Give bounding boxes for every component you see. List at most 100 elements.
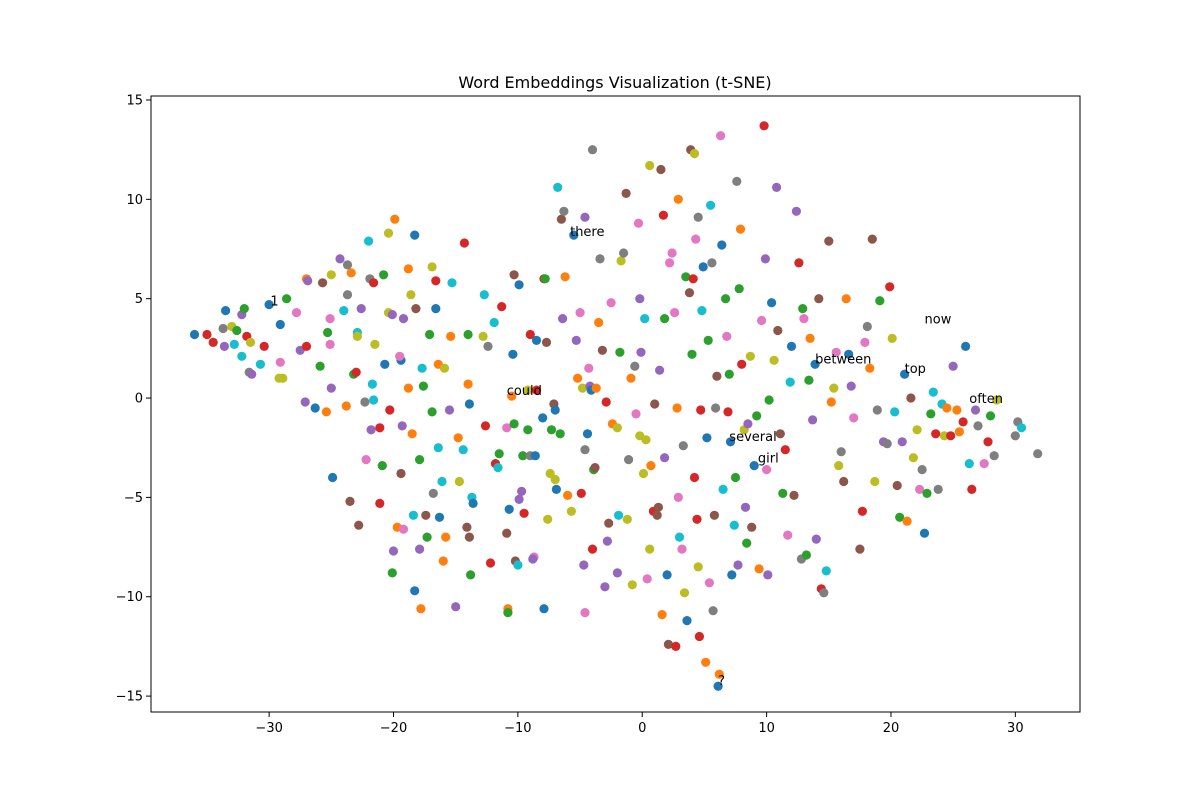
x-tick-label: −20 bbox=[380, 721, 407, 736]
scatter-point bbox=[646, 461, 656, 471]
scatter-point bbox=[546, 425, 557, 435]
scatter-point bbox=[437, 476, 447, 487]
scatter-point bbox=[502, 528, 512, 538]
scatter-point bbox=[757, 315, 767, 326]
scatter-point bbox=[538, 413, 548, 423]
scatter-point bbox=[377, 461, 387, 471]
scatter-point bbox=[1016, 423, 1027, 433]
scatter-point bbox=[706, 200, 716, 210]
scatter-point bbox=[422, 532, 432, 542]
scatter-point bbox=[453, 433, 463, 443]
scatter-point bbox=[789, 490, 799, 500]
scatter-point bbox=[687, 349, 697, 359]
scatter-point bbox=[900, 369, 910, 379]
scatter-point bbox=[219, 341, 229, 351]
scatter-point bbox=[814, 294, 824, 304]
scatter-point bbox=[885, 282, 895, 292]
scatter-point bbox=[434, 512, 445, 522]
scatter-point bbox=[189, 329, 200, 340]
scatter-point bbox=[614, 510, 624, 520]
scatter-point bbox=[717, 240, 727, 250]
scatter-point bbox=[752, 411, 762, 421]
scatter-point bbox=[352, 331, 362, 341]
scatter-point bbox=[579, 560, 589, 570]
scatter-point bbox=[439, 363, 450, 373]
scatter-point bbox=[540, 274, 550, 284]
scatter-point bbox=[667, 248, 677, 258]
scatter-point bbox=[504, 504, 514, 514]
scatter-point bbox=[418, 381, 428, 391]
scatter-point bbox=[403, 383, 413, 393]
word-label: top bbox=[905, 362, 926, 377]
scatter-point bbox=[582, 429, 593, 439]
scatter-point bbox=[655, 365, 665, 375]
scatter-point bbox=[300, 397, 310, 407]
scatter-point bbox=[584, 363, 594, 373]
scatter-point bbox=[635, 294, 645, 304]
scatter-point bbox=[804, 375, 814, 385]
scatter-point bbox=[824, 236, 834, 246]
scatter-point bbox=[926, 409, 936, 419]
annotations-layer: there 1 now between top could often several girl… bbox=[270, 225, 1003, 689]
scatter-point bbox=[689, 149, 700, 159]
scatter-point bbox=[754, 564, 764, 574]
scatter-point bbox=[513, 560, 523, 570]
scatter-point bbox=[539, 604, 549, 614]
scatter-point bbox=[749, 461, 759, 471]
scatter-point bbox=[569, 230, 579, 240]
word-label: between bbox=[815, 352, 871, 367]
scatter-point bbox=[375, 423, 385, 433]
scatter-point bbox=[462, 522, 472, 532]
scatter-point bbox=[342, 260, 353, 270]
scatter-point bbox=[403, 264, 413, 274]
scatter-point bbox=[716, 131, 726, 141]
scatter-point bbox=[712, 371, 722, 381]
scatter-point bbox=[464, 399, 474, 409]
word-label: now bbox=[925, 313, 952, 328]
scatter-point bbox=[641, 435, 651, 445]
y-tick-label: 0 bbox=[135, 392, 143, 407]
scatter-point bbox=[742, 538, 752, 548]
scatter-point bbox=[760, 254, 771, 264]
scatter-point bbox=[662, 570, 672, 580]
scatter-point bbox=[416, 604, 426, 614]
scatter-point bbox=[587, 145, 598, 155]
scatter-point bbox=[345, 496, 355, 506]
scatter-point bbox=[783, 530, 793, 540]
scatter-point bbox=[508, 349, 518, 359]
scatter-point bbox=[732, 176, 742, 186]
scatter-point bbox=[425, 329, 435, 340]
scatter-point bbox=[454, 476, 464, 487]
scatter-point bbox=[366, 425, 376, 435]
scatter-point bbox=[819, 588, 829, 598]
scatter-point bbox=[364, 236, 374, 246]
scatter-point bbox=[489, 317, 499, 328]
scatter-point bbox=[346, 268, 356, 278]
scatter-point bbox=[671, 641, 681, 652]
scatter-point bbox=[369, 278, 379, 288]
scatter-point bbox=[310, 403, 320, 413]
scatter-point bbox=[875, 296, 885, 306]
scatter-point bbox=[410, 230, 420, 240]
scatter-point bbox=[642, 574, 652, 584]
scatter-point bbox=[622, 514, 632, 524]
scatter-point bbox=[408, 510, 418, 520]
scatter-point bbox=[410, 586, 420, 596]
scatter-point bbox=[865, 363, 875, 373]
scatter-point bbox=[383, 228, 394, 238]
scatter-point bbox=[723, 407, 733, 417]
scatter-point bbox=[441, 532, 451, 542]
scatter-point bbox=[653, 502, 664, 512]
scatter-point bbox=[390, 214, 400, 224]
scatter-point bbox=[791, 206, 802, 216]
y-tick-label: −15 bbox=[116, 690, 143, 705]
scatter-point bbox=[427, 262, 437, 272]
scatter-point bbox=[239, 304, 249, 314]
scatter-point bbox=[523, 425, 533, 435]
scatter-point bbox=[692, 514, 702, 524]
scatter-point bbox=[328, 472, 338, 483]
word-label: ? bbox=[718, 674, 725, 689]
scatter-point bbox=[1033, 449, 1043, 459]
scatter-point bbox=[550, 405, 560, 415]
